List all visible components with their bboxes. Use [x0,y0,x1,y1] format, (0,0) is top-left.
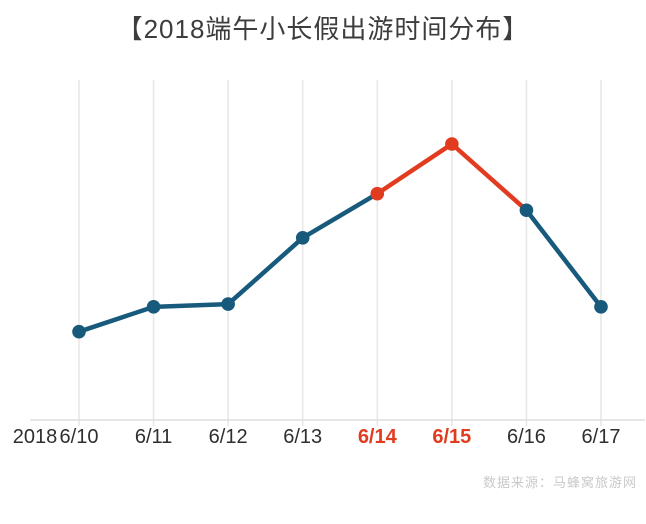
data-point [295,231,310,245]
line-segment [76,304,156,334]
data-point [594,300,608,314]
line-segment [225,235,305,307]
x-axis-year-label: 2018 [12,426,58,448]
line-segment [449,141,529,213]
data-point [519,203,534,218]
line-segment [375,141,455,196]
x-axis-tick-label: 6/15 [432,426,472,448]
data-source-label: 数据来源：马蜂窝旅游网 [482,475,637,490]
line-segment [524,207,604,310]
x-axis-tick-label: 6/17 [581,426,621,448]
data-point [146,300,161,314]
data-point [445,137,459,151]
data-point [221,297,235,311]
x-axis-tick-label: 6/10 [59,426,99,448]
chart-title: 【2018端午小长假出游时间分布】 [116,14,530,44]
x-axis-labels: 2018 6/10 6/11 6/12 6/13 6/14 6/15 6/16 … [0,426,646,450]
line-segment [300,191,380,241]
x-axis-tick-label: 6/13 [283,426,323,448]
x-axis-tick-label: 6/14 [357,426,397,448]
x-axis-tick-label: 6/16 [506,426,546,448]
x-axis-tick-label: 6/11 [134,426,173,448]
line-segment [151,301,231,310]
data-point [72,324,86,339]
x-axis-tick-label: 6/12 [208,426,248,448]
data-point [370,186,385,201]
